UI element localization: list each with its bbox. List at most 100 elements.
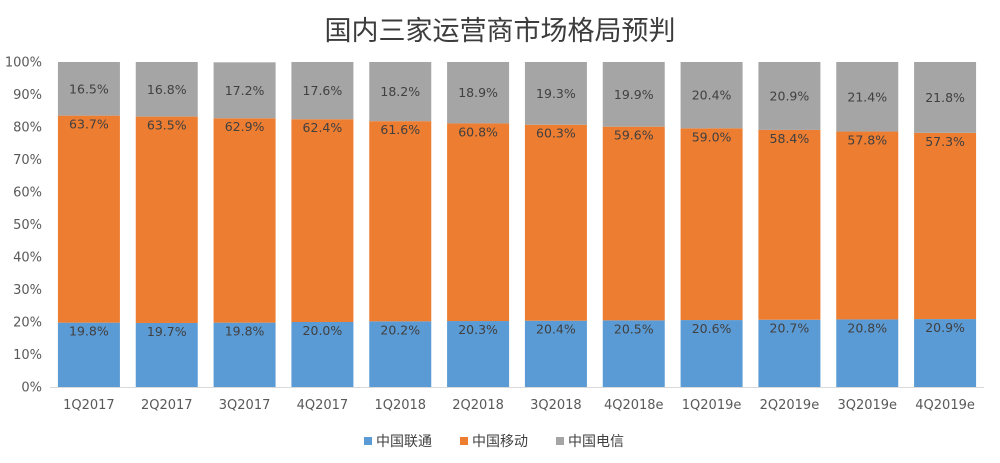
bar-segment [836,319,899,387]
data-label: 21.8% [925,90,965,105]
bar-segment [758,319,821,387]
bar-stack: 20.0% 62.4% 17.6% [291,62,354,387]
bar-segment [291,119,354,322]
bar-segment [135,62,198,117]
x-tick-label: 4Q2017 [297,398,349,413]
bar-segment [524,124,587,321]
legend: 中国联通 中国移动 中国电信 [364,434,624,450]
data-label: 19.7% [147,324,187,339]
data-label: 19.3% [536,86,576,101]
legend-item: 中国联通 [364,434,432,450]
y-tick-label: 50% [13,218,42,233]
data-label: 62.4% [303,120,343,135]
data-label: 20.4% [692,88,732,103]
data-label: 60.3% [536,126,576,141]
x-tick-label: 4Q2019e [915,398,975,413]
bar-stack: 20.3% 60.8% 18.9% [447,62,510,387]
bar-segment [524,62,587,125]
x-tick-label: 3Q2018 [530,398,582,413]
bar-stack: 19.8% 62.9% 17.2% [213,62,276,387]
y-tick-label: 30% [13,283,42,298]
bar-segment [680,62,743,129]
bar-segment [602,320,665,387]
y-tick-label: 100% [5,56,42,71]
bar-segment [291,62,354,120]
x-tick-label: 2Q2017 [141,398,193,413]
data-label: 20.2% [380,322,420,337]
legend-label: 中国电信 [568,434,624,450]
data-label: 57.3% [925,134,965,149]
legend-swatch [460,437,468,445]
y-tick-label: 90% [13,88,42,103]
bar-segment [447,321,510,387]
bar-stack: 20.5% 59.6% 19.9% [602,62,665,387]
data-label: 61.6% [380,122,420,137]
bar-stack: 20.6% 59.0% 20.4% [680,62,743,387]
data-label: 20.0% [303,323,343,338]
legend-item: 中国移动 [460,434,528,450]
data-label: 19.9% [614,87,654,102]
data-label: 17.6% [303,83,343,98]
bar-stack: 19.7% 63.5% 16.8% [135,62,198,387]
data-label: 16.8% [147,82,187,97]
bar-segment [135,116,198,323]
bar-segment [680,320,743,387]
data-label: 20.4% [536,322,576,337]
bar-stack: 20.2% 61.6% 18.2% [369,62,432,387]
bar-segment [213,118,276,323]
bar-stack: 19.8% 63.7% 16.5% [57,62,120,387]
legend-swatch [556,437,564,445]
bar-segment [447,123,510,322]
bar-segment [680,128,743,321]
data-label: 20.3% [458,322,498,337]
data-label: 20.8% [847,320,887,335]
y-tick-label: 60% [13,186,42,201]
data-label: 60.8% [458,124,498,139]
bar-segment [447,62,510,124]
x-tick-label: 1Q2019e [682,398,742,413]
x-tick-label: 4Q2018e [604,398,664,413]
data-label: 20.7% [770,321,810,336]
bar-stack: 20.8% 57.8% 21.4% [836,62,899,387]
y-tick-label: 70% [13,153,42,168]
legend-swatch [364,437,372,445]
bar-segment [369,62,432,122]
legend-item: 中国电信 [556,434,624,450]
bar-segment [914,319,977,387]
x-axis: 1Q2017 2Q2017 3Q2017 4Q2017 1Q2018 2Q2018 3Q20… [50,387,984,413]
bar-segment [213,62,276,119]
bar-segment [602,126,665,321]
data-label: 20.6% [692,321,732,336]
bar-segment [57,322,120,387]
legend-label: 中国移动 [472,434,528,450]
data-label: 20.5% [614,321,654,336]
bar-segment [135,322,198,387]
bar-segment [57,115,120,323]
bar-segment [57,62,120,116]
data-label: 57.8% [847,133,887,148]
data-label: 58.4% [770,131,810,146]
data-label: 19.8% [69,324,109,339]
bar-segment [758,129,821,320]
bars-group: 19.8% 63.7% 16.5% 19.7% 63.5% 16.8% 19.8% 62.9%… [57,62,977,387]
bar-segment [914,62,977,133]
data-label: 59.6% [614,128,654,143]
bar-segment [914,132,977,320]
chart-title: 国内三家运营商市场格局预判 [325,16,676,47]
data-label: 20.9% [770,88,810,103]
x-tick-label: 3Q2017 [219,398,271,413]
bar-segment [836,131,899,320]
bar-segment [836,62,899,132]
data-label: 17.2% [225,83,265,98]
data-label: 21.4% [847,89,887,104]
data-label: 59.0% [692,129,732,144]
y-tick-label: 10% [13,348,42,363]
x-tick-label: 1Q2018 [374,398,426,413]
bar-segment [524,320,587,387]
x-tick-label: 3Q2019e [837,398,897,413]
data-label: 63.5% [147,118,187,133]
bar-segment [369,321,432,387]
data-label: 19.8% [225,324,265,339]
x-tick-label: 1Q2017 [63,398,115,413]
